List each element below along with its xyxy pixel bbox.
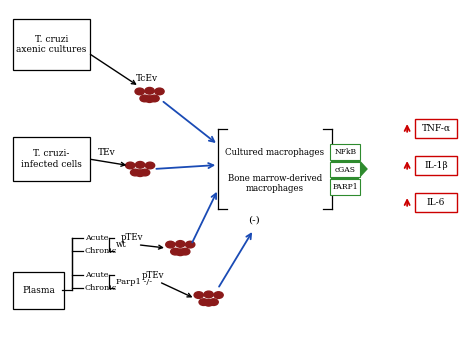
Text: PARP1: PARP1 <box>332 183 358 191</box>
Text: IL-6: IL-6 <box>427 198 445 207</box>
Circle shape <box>209 299 218 306</box>
Text: Acute: Acute <box>85 271 109 279</box>
FancyBboxPatch shape <box>330 179 360 195</box>
FancyBboxPatch shape <box>12 272 64 309</box>
Circle shape <box>150 95 159 102</box>
Circle shape <box>136 170 145 176</box>
Circle shape <box>181 248 190 255</box>
Circle shape <box>176 249 185 256</box>
Circle shape <box>204 299 213 306</box>
Text: cGAS: cGAS <box>335 166 356 174</box>
Text: pTEv: pTEv <box>120 233 143 242</box>
Text: IL-1β: IL-1β <box>424 161 448 170</box>
Circle shape <box>214 292 223 298</box>
Text: T. cruzi-
infected cells: T. cruzi- infected cells <box>21 149 82 169</box>
Text: Acute: Acute <box>85 234 109 242</box>
Circle shape <box>185 241 195 248</box>
Text: Parp1 -/-: Parp1 -/- <box>116 278 152 286</box>
Text: T. cruzi
axenic cultures: T. cruzi axenic cultures <box>16 35 87 54</box>
Circle shape <box>204 291 213 298</box>
Circle shape <box>145 96 154 102</box>
Text: Bone marrow-derived
macrophages: Bone marrow-derived macrophages <box>228 174 322 193</box>
Text: TcEv: TcEv <box>136 74 157 82</box>
Text: Cultured macrophages: Cultured macrophages <box>225 148 324 158</box>
Circle shape <box>136 162 145 168</box>
Text: (-): (-) <box>248 216 259 225</box>
Circle shape <box>135 88 145 95</box>
Circle shape <box>199 299 209 306</box>
Circle shape <box>140 95 149 102</box>
FancyBboxPatch shape <box>330 144 360 160</box>
Circle shape <box>194 292 203 298</box>
Circle shape <box>130 169 140 176</box>
Text: Plasma: Plasma <box>22 286 55 295</box>
FancyBboxPatch shape <box>12 137 91 181</box>
Text: pTEv: pTEv <box>142 270 164 280</box>
FancyBboxPatch shape <box>415 193 457 212</box>
FancyBboxPatch shape <box>12 19 91 70</box>
Text: wt: wt <box>116 240 126 249</box>
Text: NFkB: NFkB <box>334 148 356 156</box>
Circle shape <box>171 248 180 255</box>
Circle shape <box>166 241 175 248</box>
FancyBboxPatch shape <box>330 162 360 177</box>
Text: Chronic: Chronic <box>85 247 117 256</box>
FancyBboxPatch shape <box>415 119 457 138</box>
Text: TEv: TEv <box>98 148 115 158</box>
Text: TNF-α: TNF-α <box>421 124 450 133</box>
Circle shape <box>155 88 164 95</box>
Circle shape <box>126 162 135 169</box>
FancyBboxPatch shape <box>415 156 457 175</box>
FancyArrow shape <box>331 155 367 183</box>
Circle shape <box>140 169 150 176</box>
Circle shape <box>176 241 185 247</box>
Circle shape <box>146 162 155 169</box>
Text: Chronic: Chronic <box>85 285 117 292</box>
Circle shape <box>145 88 154 94</box>
